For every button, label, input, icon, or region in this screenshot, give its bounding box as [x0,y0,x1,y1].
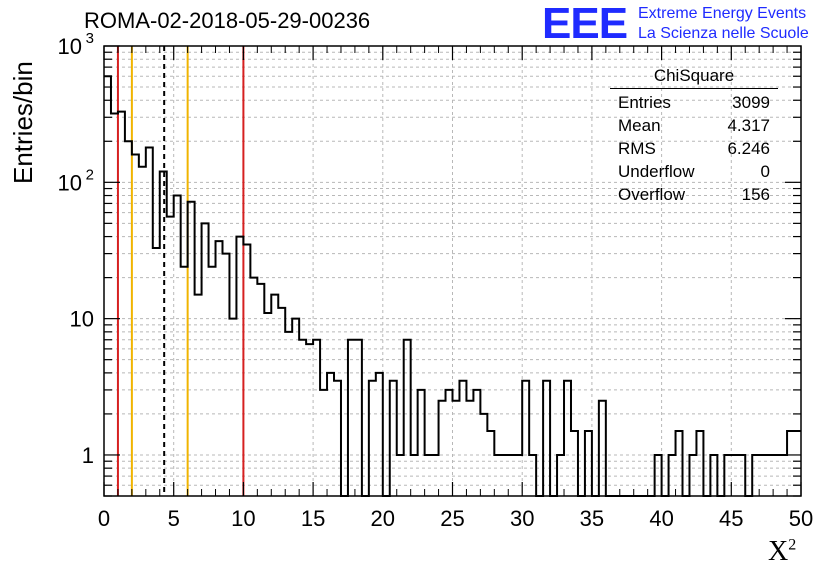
axis-ticks [103,45,802,497]
x-tick-label: 20 [371,506,395,531]
stats-value: 0 [760,162,770,181]
stats-label: Overflow [618,185,686,204]
grid-lines [104,46,801,497]
cut-lines [116,46,245,496]
x-tick-label: 10 [231,506,255,531]
x-tick-label: 25 [440,506,464,531]
stats-value: 3099 [732,93,770,112]
logo-caption: Extreme Energy Events La Scienza nelle S… [638,4,809,44]
x-tick-label: 0 [98,506,110,531]
logo-line-2: La Scienza nelle Scuole [638,25,809,42]
histogram-line [104,75,801,497]
x-tick-label: 50 [789,506,813,531]
stats-value: 156 [741,185,770,204]
logo-line-1: Extreme Energy Events [638,5,807,22]
y-tick-label-exponent: 3 [86,30,94,47]
histogram-series [104,75,801,497]
x-tick-label: 15 [301,506,325,531]
y-tick-label: 10 [58,34,82,59]
x-axis-label: X2 [768,536,796,568]
stats-row: Entries 3099 [610,91,778,114]
stats-row: Overflow 156 [610,183,778,206]
chart-title: ROMA-02-2018-05-29-00236 [84,8,371,33]
stats-row: Underflow 0 [610,160,778,183]
stats-header: ChiSquare [610,66,778,89]
stats-box: ChiSquare Entries 3099 Mean 4.317 RMS 6.246… [610,66,778,206]
y-tick-label: 10 [58,170,82,195]
y-tick-label: 1 [82,443,94,468]
x-tick-label: 30 [510,506,534,531]
x-tick-label: 40 [649,506,673,531]
stats-row: RMS 6.246 [610,137,778,160]
y-tick-label-exponent: 2 [86,166,94,183]
y-axis-label: Entries/bin [8,61,38,184]
stats-label: RMS [618,139,656,158]
stats-row: Mean 4.317 [610,114,778,137]
x-tick-label: 45 [719,506,743,531]
stats-label: Entries [618,93,671,112]
stats-label: Mean [618,116,661,135]
stats-value: 6.246 [727,139,770,158]
stats-label: Underflow [618,162,695,181]
eee-logo: EEE [542,0,628,48]
x-tick-label: 35 [580,506,604,531]
stats-value: 4.317 [727,116,770,135]
x-axis-label-superscript: 2 [788,536,797,554]
x-axis-label-base: X [768,536,789,567]
y-tick-label: 10 [70,307,94,332]
x-tick-label: 5 [168,506,180,531]
